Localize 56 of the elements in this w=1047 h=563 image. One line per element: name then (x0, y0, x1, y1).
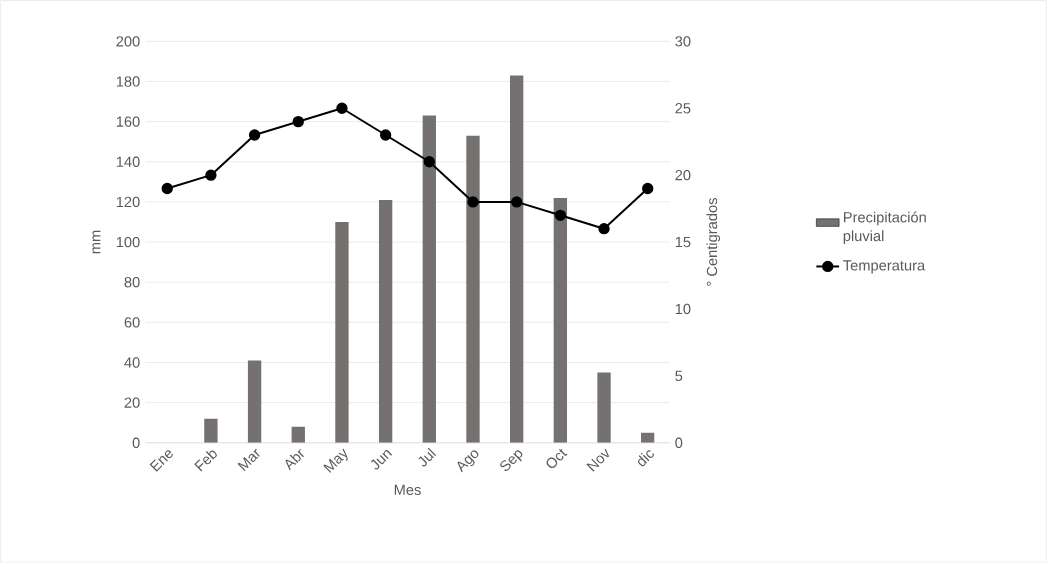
x-tick-label: Feb (194, 450, 217, 472)
x-tick-label: Mar (237, 448, 260, 472)
y2-axis-title: ° Centigrados (706, 198, 721, 286)
y2-tick-label: 25 (675, 103, 691, 114)
point (642, 182, 654, 195)
y-tick-label: 140 (116, 156, 140, 168)
point (511, 196, 523, 208)
x-tick-label: Nov (586, 448, 610, 472)
point (467, 196, 479, 208)
x-tick-label: Jun (371, 450, 393, 470)
bar (204, 418, 218, 443)
bar (466, 135, 480, 443)
point (423, 156, 435, 168)
y2-tick-label: 0 (675, 437, 683, 449)
bar (422, 115, 436, 443)
point (161, 182, 173, 195)
bar (510, 75, 524, 443)
point (554, 209, 567, 222)
y-tick-label: 100 (116, 236, 140, 248)
y-tick-label: 0 (132, 437, 140, 449)
x-tick-label: dic (638, 450, 654, 467)
point (379, 129, 392, 141)
point (248, 129, 261, 141)
x-tick-label: Jul (418, 447, 437, 467)
y-axis-title: mm (92, 230, 101, 254)
y-tick-label: 180 (116, 76, 140, 87)
y-tick-label: 160 (116, 116, 140, 127)
x-tick-label: Abr (285, 449, 304, 471)
bar (597, 372, 611, 443)
point (598, 223, 610, 235)
legend-label: Precipitación pluvial (843, 211, 926, 245)
point (205, 169, 217, 181)
y-tick-label: 20 (124, 397, 140, 408)
y2-tick-label: 5 (675, 370, 683, 382)
bar (247, 360, 262, 443)
y2-tick-label: 10 (675, 303, 691, 315)
bar (335, 222, 349, 443)
x-tick-label: Sep (500, 450, 523, 472)
bar (291, 426, 305, 443)
x-axis-title: Mes (394, 484, 421, 496)
x-tick-label: Ago (457, 450, 479, 473)
legend-label: Temperatura (843, 260, 926, 274)
bar (378, 199, 393, 443)
y-tick-label: 40 (124, 357, 140, 368)
x-tick-label: Oct (546, 448, 568, 469)
point (336, 102, 348, 114)
y-tick-label: 80 (124, 277, 140, 288)
bar (553, 197, 568, 443)
x-tick-label: Ene (149, 450, 173, 472)
y2-tick-label: 30 (675, 36, 691, 47)
y-tick-label: 200 (116, 36, 140, 47)
y2-tick-label: 20 (675, 170, 691, 181)
point (292, 116, 304, 128)
y-tick-label: 120 (116, 196, 140, 208)
y-tick-label: 60 (124, 317, 140, 328)
y2-tick-label: 15 (675, 237, 691, 248)
